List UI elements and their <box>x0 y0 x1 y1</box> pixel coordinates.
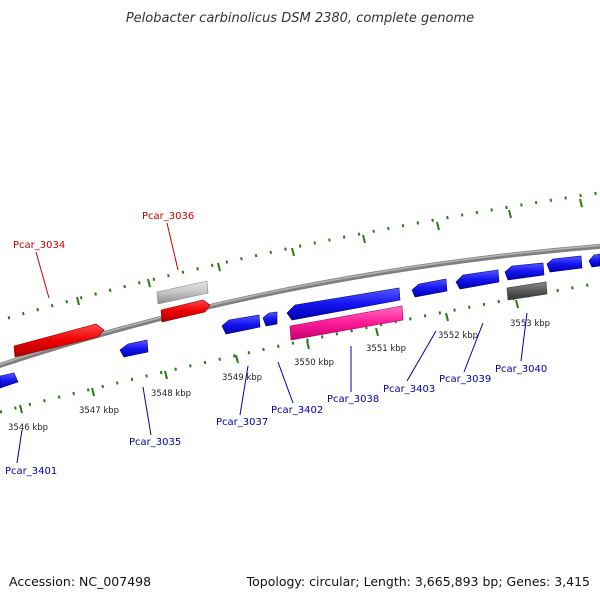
map-title: Pelobacter carbinolicus DSM 2380, comple… <box>126 11 474 26</box>
gene-arrow-pcar-3401[interactable] <box>0 372 19 389</box>
gene-label-pcar-3403[interactable]: Pcar_3403 <box>383 384 435 395</box>
kbp-label: 3548 kbp <box>151 389 191 399</box>
gene-arrow-pcar-3403[interactable] <box>411 278 448 298</box>
gene-arrow-pcar-3040[interactable] <box>506 281 548 301</box>
accession-text: Accession: NC_007498 <box>9 574 151 589</box>
kbp-label: 3550 kbp <box>294 358 334 368</box>
gene-arrow-reverse-c[interactable] <box>588 253 600 268</box>
gene-arrow-reverse-a[interactable] <box>504 262 545 281</box>
gene-arrow-pcar-3038-rna[interactable] <box>289 305 404 341</box>
gene-label-pcar-3036[interactable]: Pcar_3036 <box>142 211 194 222</box>
gene-arrow-pcar-3034[interactable] <box>13 323 105 358</box>
kbp-label: 3552 kbp <box>438 331 478 341</box>
gene-label-pcar-3402[interactable]: Pcar_3402 <box>271 405 323 416</box>
kbp-label: 3553 kbp <box>510 319 550 329</box>
kbp-label: 3551 kbp <box>366 344 406 354</box>
gene-label-pcar-3034[interactable]: Pcar_3034 <box>13 240 65 251</box>
gene-arrow-pcar-3402[interactable] <box>262 311 278 327</box>
leader-lines-forward <box>35 222 179 299</box>
kbp-label: 3546 kbp <box>8 423 48 433</box>
kbp-label: 3547 kbp <box>79 406 119 416</box>
gene-label-pcar-3037[interactable]: Pcar_3037 <box>216 417 268 428</box>
gene-arrow-pcar-3035[interactable] <box>119 339 149 358</box>
gene-arrow-pcar-3037[interactable] <box>221 314 261 335</box>
topology-text: Topology: circular; Length: 3,665,893 bp… <box>246 574 590 589</box>
gene-label-pcar-3040[interactable]: Pcar_3040 <box>495 364 547 375</box>
gene-arrow-pcar-3036[interactable] <box>160 299 211 323</box>
gene-label-pcar-3039[interactable]: Pcar_3039 <box>439 374 491 385</box>
gene-arrow-pcar-3038-blue[interactable] <box>286 287 401 321</box>
kbp-major-ticks <box>19 299 519 414</box>
kbp-label: 3549 kbp <box>222 373 262 383</box>
gene-arrow-pcar-3036-grey[interactable] <box>156 280 209 305</box>
leader-lines-reverse <box>16 312 528 464</box>
gene-label-pcar-3035[interactable]: Pcar_3035 <box>129 437 181 448</box>
outer-major-ticks <box>76 198 583 306</box>
gene-arrow-reverse-b[interactable] <box>546 255 583 273</box>
gene-arrow-pcar-3039[interactable] <box>455 269 500 290</box>
gene-label-pcar-3038[interactable]: Pcar_3038 <box>327 394 379 405</box>
gene-label-pcar-3401[interactable]: Pcar_3401 <box>5 466 57 477</box>
inner-tick-row <box>0 281 600 414</box>
